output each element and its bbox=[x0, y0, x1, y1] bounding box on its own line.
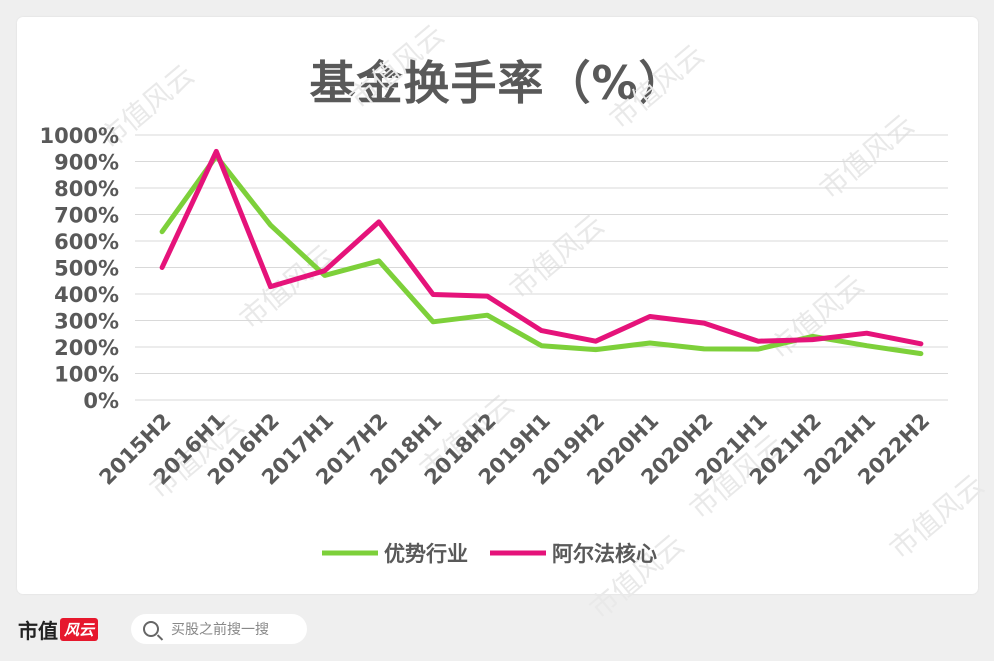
search-box[interactable]: 买股之前搜一搜 bbox=[131, 614, 307, 644]
watermark-text: 市值风云 bbox=[813, 108, 920, 205]
y-tick-label: 0% bbox=[83, 389, 119, 413]
watermark-text: 市值风云 bbox=[763, 268, 870, 365]
search-icon bbox=[143, 621, 159, 637]
y-tick-label: 100% bbox=[54, 363, 119, 387]
watermark-text: 市值风云 bbox=[503, 208, 610, 305]
search-placeholder: 买股之前搜一搜 bbox=[171, 622, 269, 638]
watermark-text: 市值风云 bbox=[883, 468, 990, 565]
logo-mark: 风云 bbox=[60, 617, 99, 641]
y-tick-label: 200% bbox=[54, 336, 119, 360]
watermark-text: 市值风云 bbox=[343, 18, 450, 115]
y-tick-label: 600% bbox=[54, 230, 119, 254]
legend-label: 阿尔法核心 bbox=[552, 542, 657, 566]
y-tick-label: 400% bbox=[54, 283, 119, 307]
y-tick-label: 1000% bbox=[40, 124, 120, 148]
watermark-text: 市值风云 bbox=[603, 38, 710, 135]
chart-title: 基金换手率（%） bbox=[309, 56, 686, 110]
y-tick-label: 500% bbox=[54, 257, 119, 281]
y-tick-label: 800% bbox=[54, 177, 119, 201]
y-tick-label: 900% bbox=[54, 151, 119, 175]
y-tick-label: 300% bbox=[54, 310, 119, 334]
brand-logo: 市值 风云 bbox=[18, 614, 99, 644]
legend-label: 优势行业 bbox=[384, 542, 468, 566]
logo-text: 市值 bbox=[18, 618, 58, 643]
y-tick-label: 700% bbox=[54, 204, 119, 228]
